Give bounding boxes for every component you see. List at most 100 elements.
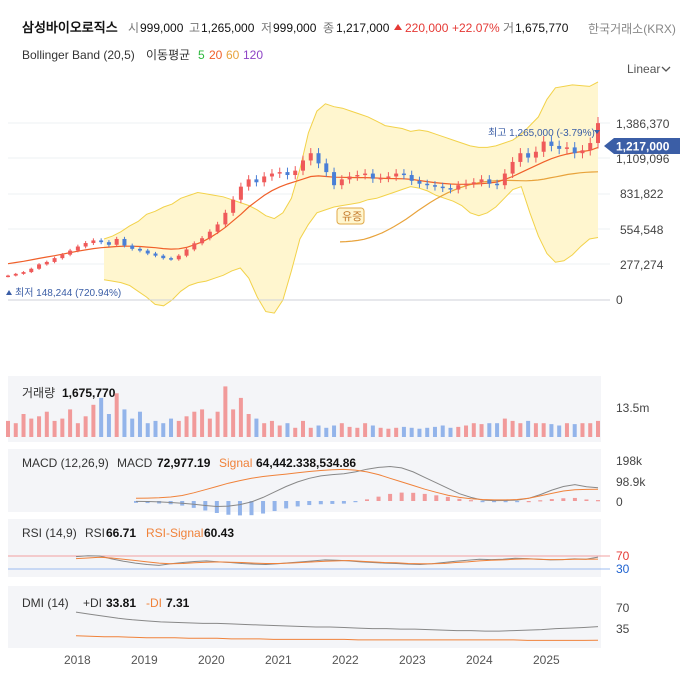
macd-histogram-bar <box>388 493 393 501</box>
macd-histogram-bar <box>572 497 577 501</box>
chevron-down-icon[interactable] <box>661 66 671 72</box>
volume-bar <box>91 404 96 437</box>
candle-body <box>122 238 127 246</box>
candle-body <box>29 268 34 273</box>
candle-body <box>479 179 484 183</box>
macd-histogram-bar <box>526 501 531 503</box>
candle-body <box>238 186 243 200</box>
minus-di-label: -DI <box>146 596 162 610</box>
candle-body <box>114 238 119 245</box>
ma20-line <box>7 146 599 265</box>
macd-histogram-bar <box>284 501 289 509</box>
macd-histogram-bar <box>272 501 277 512</box>
high-marker: 최고 1,265,000 (-3.79%) <box>488 127 595 139</box>
macd-histogram-bar <box>434 495 439 501</box>
ma-period-60: 60 <box>226 48 240 62</box>
candle-body <box>262 176 267 183</box>
candle-body <box>13 273 18 276</box>
volume-bar <box>293 427 298 437</box>
volume-bar <box>21 414 26 437</box>
volume-bar <box>386 428 391 437</box>
macd-histogram-bar <box>145 501 150 504</box>
candle-body <box>332 172 337 186</box>
volume-bar <box>432 426 437 437</box>
volume-bar <box>13 423 18 437</box>
volume-bar <box>269 420 274 437</box>
candle-body <box>588 143 593 151</box>
x-axis: 2018 2019 2020 2021 2022 2023 2024 2025 <box>64 653 560 667</box>
candle-body <box>339 179 344 186</box>
candle-body <box>502 173 507 186</box>
macd-histogram-bar <box>411 492 416 501</box>
ma-period-20: 20 <box>209 48 223 62</box>
volume-bar <box>161 423 166 437</box>
macd-histogram-bar <box>330 501 335 504</box>
dmi-title: DMI (14) <box>22 596 69 610</box>
candle-body <box>161 255 166 259</box>
candle-body <box>432 185 437 187</box>
candle-body <box>518 153 523 162</box>
candle-body <box>83 243 88 247</box>
candle-body <box>106 242 111 245</box>
price-tick-6: 0 <box>616 293 623 307</box>
candle-body <box>471 182 476 184</box>
low-label: 저 <box>261 21 272 35</box>
macd-histogram-bar <box>503 501 508 503</box>
candle-body <box>223 212 228 225</box>
candle-body <box>324 163 329 173</box>
macd-histogram-bar <box>237 501 242 516</box>
candle-body <box>231 199 236 213</box>
bollinger-label[interactable]: Bollinger Band (20,5) <box>22 48 135 62</box>
macd-title: MACD (12,26,9) <box>22 456 109 470</box>
volume-title: 거래량 <box>22 386 55 400</box>
candle-body <box>440 186 445 189</box>
macd-histogram-bar <box>480 501 485 503</box>
candle-body <box>316 153 321 164</box>
volume-label: 거 <box>503 21 514 35</box>
volume-bar <box>409 427 414 437</box>
open-value: 999,000 <box>140 21 184 35</box>
scale-mode-dropdown[interactable]: Linear <box>627 62 660 76</box>
volume-bar <box>223 386 228 437</box>
candle-body <box>254 179 259 183</box>
macd-histogram-bar <box>249 501 254 516</box>
plus-di-value: 33.81 <box>106 596 136 610</box>
price-y-axis: 1,386,370 1,109,096 831,822 554,548 277,… <box>616 117 670 307</box>
year-2019: 2019 <box>131 653 158 667</box>
price-tick-1: 1,386,370 <box>616 117 670 131</box>
candle-body <box>153 253 158 256</box>
rsi-signal-line <box>75 556 599 565</box>
price-tick-4: 554,548 <box>620 223 664 237</box>
macd-histogram-bar <box>295 501 300 507</box>
macd-histogram-bar <box>492 501 497 503</box>
candle-body <box>572 147 577 154</box>
candle-body <box>184 249 189 256</box>
macd-signal-label: Signal <box>219 456 252 470</box>
macd-histogram-bar <box>549 499 554 501</box>
volume-bar <box>332 425 337 437</box>
volume-bar <box>456 426 461 437</box>
candle-body <box>75 246 80 251</box>
year-2018: 2018 <box>64 653 91 667</box>
candle-body <box>6 275 10 278</box>
low-marker: 최저 148,244 (720.94%) <box>15 287 121 299</box>
current-price-value: 1,217,000 <box>616 140 670 154</box>
candlestick-series <box>6 116 600 278</box>
volume-bar <box>231 409 236 437</box>
volume-bar <box>363 423 368 437</box>
candle-body <box>99 240 104 243</box>
candle-body <box>52 258 57 262</box>
candle-body <box>91 240 96 244</box>
bollinger-upper-line <box>103 81 599 240</box>
volume-bar <box>301 420 305 437</box>
rsi-panel-bg <box>8 519 601 577</box>
rsi-value: 66.71 <box>106 526 136 540</box>
volume-bar <box>526 420 531 437</box>
volume-bar <box>316 425 321 437</box>
volume-bar <box>75 423 80 437</box>
volume-bar <box>564 423 569 437</box>
macd-histogram-bar <box>538 500 543 502</box>
volume-bar <box>29 418 34 437</box>
moving-average-label[interactable]: 이동평균 <box>146 48 190 62</box>
